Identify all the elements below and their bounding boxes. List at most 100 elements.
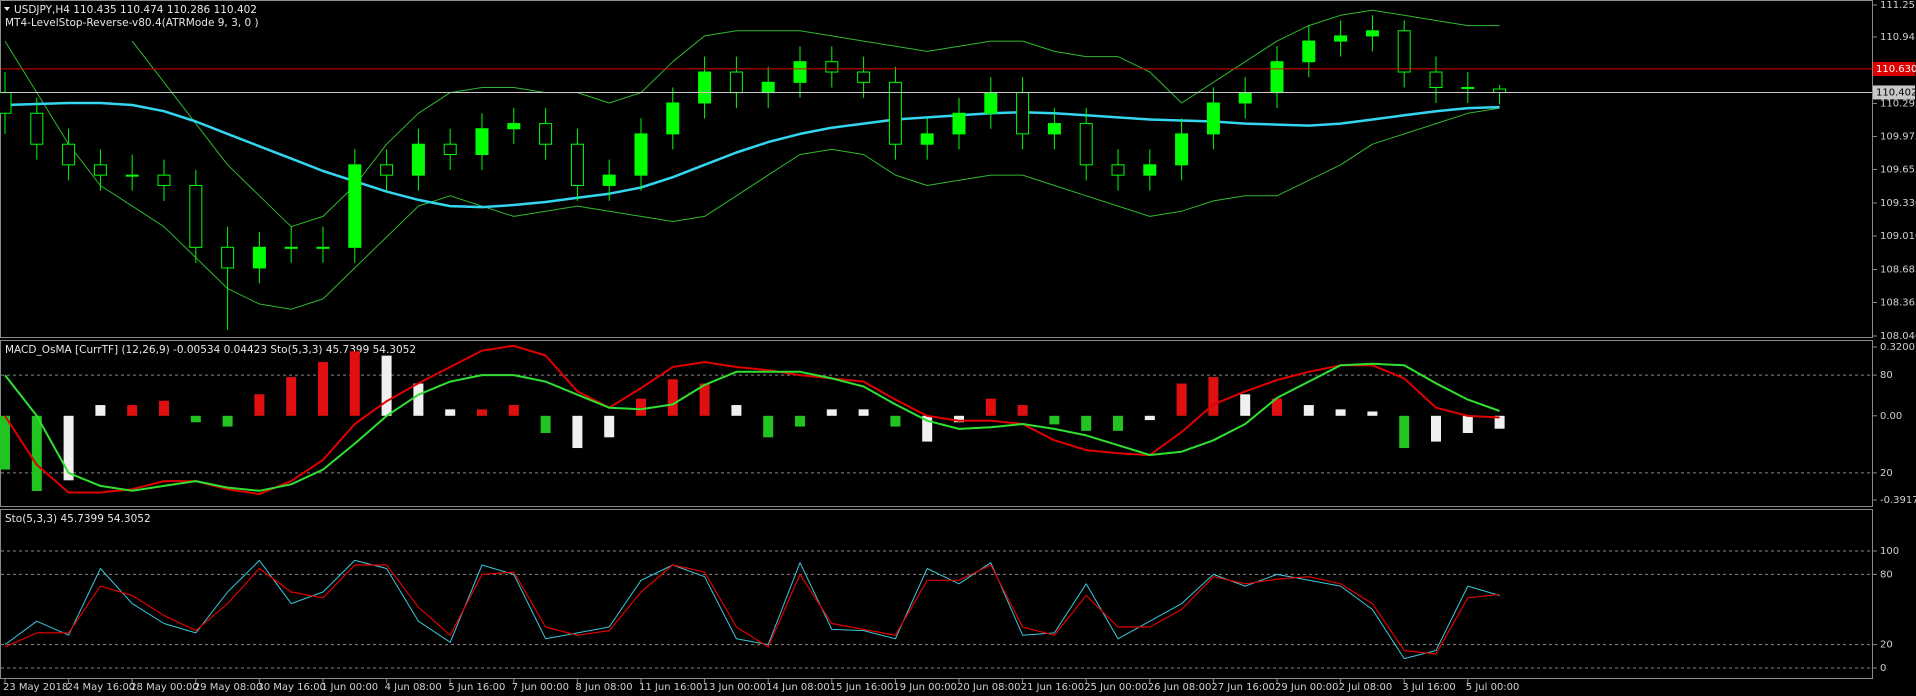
candle-body bbox=[539, 123, 553, 145]
histogram-bar bbox=[985, 398, 996, 416]
candle-body bbox=[443, 143, 457, 156]
candle-body bbox=[252, 246, 266, 269]
histogram-bar bbox=[1208, 377, 1219, 416]
y-tick-label: 109.010 bbox=[1880, 231, 1916, 242]
candle-body bbox=[1493, 88, 1507, 93]
x-tick-label: 25 Jun 00:00 bbox=[1084, 682, 1148, 693]
x-tick-label: 21 Jun 16:00 bbox=[1021, 682, 1085, 693]
candle-body bbox=[888, 81, 902, 145]
candle-body bbox=[1461, 86, 1475, 89]
price-label: 110.402 bbox=[1876, 87, 1916, 98]
x-tick-label: 30 May 16:00 bbox=[257, 682, 326, 693]
histogram-bar bbox=[381, 355, 392, 416]
candle-body bbox=[125, 174, 139, 177]
histogram-bar bbox=[795, 415, 805, 427]
y-tick-label: 0 bbox=[1880, 663, 1886, 674]
candle-body bbox=[1397, 30, 1411, 73]
candle-body bbox=[920, 133, 934, 145]
candle-body bbox=[348, 164, 362, 248]
y-tick-label: 20 bbox=[1880, 468, 1893, 479]
x-tick-label: 5 Jul 00:00 bbox=[1466, 682, 1520, 693]
histogram-bar bbox=[127, 405, 138, 416]
symbol-menu[interactable] bbox=[4, 7, 10, 11]
histogram-bar bbox=[1367, 411, 1378, 416]
main-panel bbox=[0, 0, 1873, 338]
candle-body bbox=[984, 92, 998, 114]
candle-body bbox=[1175, 133, 1189, 166]
x-tick-label: 23 May 2018 bbox=[3, 682, 68, 693]
histogram-bar bbox=[286, 377, 297, 416]
candle-body bbox=[570, 143, 584, 186]
histogram-bar bbox=[477, 409, 487, 416]
price-label-box bbox=[1873, 61, 1915, 76]
x-tick-label: 4 Jun 08:00 bbox=[385, 682, 442, 693]
macd-label: MACD_OsMA [CurrTF] (12,26,9) -0.00534 0.… bbox=[5, 344, 416, 356]
stoch-panel bbox=[0, 509, 1873, 679]
candle-body bbox=[857, 71, 871, 83]
indicator-line bbox=[4, 344, 1500, 496]
candle-body bbox=[1047, 123, 1061, 135]
price-label-box bbox=[1873, 85, 1915, 100]
candle-body bbox=[634, 133, 648, 176]
histogram-bar bbox=[31, 415, 42, 492]
histogram-bar bbox=[1240, 394, 1251, 416]
x-tick-label: 7 Jun 00:00 bbox=[512, 682, 569, 693]
x-tick-label: 5 Jun 16:00 bbox=[448, 682, 505, 693]
histogram-bar bbox=[95, 405, 106, 416]
candle-body bbox=[284, 246, 298, 249]
histogram-bar bbox=[540, 415, 551, 433]
histogram-bar bbox=[1049, 415, 1060, 425]
indicator-line bbox=[4, 40, 1500, 310]
candle-body bbox=[729, 71, 743, 94]
y-tick-label: 109.330 bbox=[1880, 198, 1916, 209]
histogram-bar bbox=[954, 415, 964, 423]
histogram-bar bbox=[1272, 398, 1282, 416]
y-tick-label: 0.32007 bbox=[1880, 342, 1916, 353]
x-tick-label: 24 May 16:00 bbox=[67, 682, 136, 693]
candle-body bbox=[1206, 102, 1220, 135]
histogram-bar bbox=[1017, 405, 1028, 416]
histogram-bar bbox=[190, 415, 201, 423]
histogram-bar bbox=[508, 405, 519, 416]
candle-body bbox=[507, 123, 521, 130]
y-tick-label: 100 bbox=[1880, 546, 1899, 557]
x-tick-label: 1 Jun 00:00 bbox=[321, 682, 378, 693]
x-tick-label: 13 Jun 00:00 bbox=[703, 682, 767, 693]
candle-body bbox=[1302, 40, 1316, 63]
x-tick-label: 29 Jun 00:00 bbox=[1275, 682, 1339, 693]
x-tick-label: 29 May 08:00 bbox=[194, 682, 263, 693]
candle-body bbox=[1143, 164, 1157, 176]
histogram-bar bbox=[604, 415, 615, 438]
candle-body bbox=[698, 71, 712, 104]
candle-body bbox=[93, 164, 107, 176]
histogram-bar bbox=[1399, 415, 1410, 449]
y-tick-label: -0.3917 bbox=[1880, 495, 1916, 506]
histogram-bar bbox=[1462, 415, 1473, 433]
candle-body bbox=[411, 143, 425, 176]
histogram-bar bbox=[1144, 415, 1155, 421]
y-tick-label: 20 bbox=[1880, 640, 1893, 651]
histogram-bar bbox=[858, 409, 869, 416]
candle-body bbox=[157, 174, 171, 186]
x-tick-label: 20 Jun 08:00 bbox=[957, 682, 1021, 693]
indicator-line bbox=[4, 564, 1500, 655]
histogram-bar bbox=[572, 415, 583, 449]
candle-body bbox=[221, 246, 235, 269]
y-tick-label: 111.25 bbox=[1880, 0, 1915, 11]
x-tick-label: 3 Jul 16:00 bbox=[1402, 682, 1456, 693]
candle-body bbox=[1079, 123, 1093, 166]
candle-body bbox=[666, 102, 680, 135]
x-tick-label: 8 Jun 08:00 bbox=[575, 682, 632, 693]
candle-body bbox=[1365, 30, 1379, 37]
indicator-line bbox=[4, 559, 1500, 660]
candle-body bbox=[316, 246, 330, 249]
x-tick-label: 11 Jun 16:00 bbox=[639, 682, 703, 693]
histogram-bar bbox=[0, 415, 10, 470]
x-tick-label: 26 Jun 08:00 bbox=[1148, 682, 1212, 693]
histogram-bar bbox=[1335, 409, 1346, 416]
x-tick-label: 2 Jul 08:00 bbox=[1339, 682, 1393, 693]
histogram-bar bbox=[1303, 405, 1314, 416]
histogram-bar bbox=[731, 405, 742, 416]
histogram-bar bbox=[922, 415, 933, 442]
